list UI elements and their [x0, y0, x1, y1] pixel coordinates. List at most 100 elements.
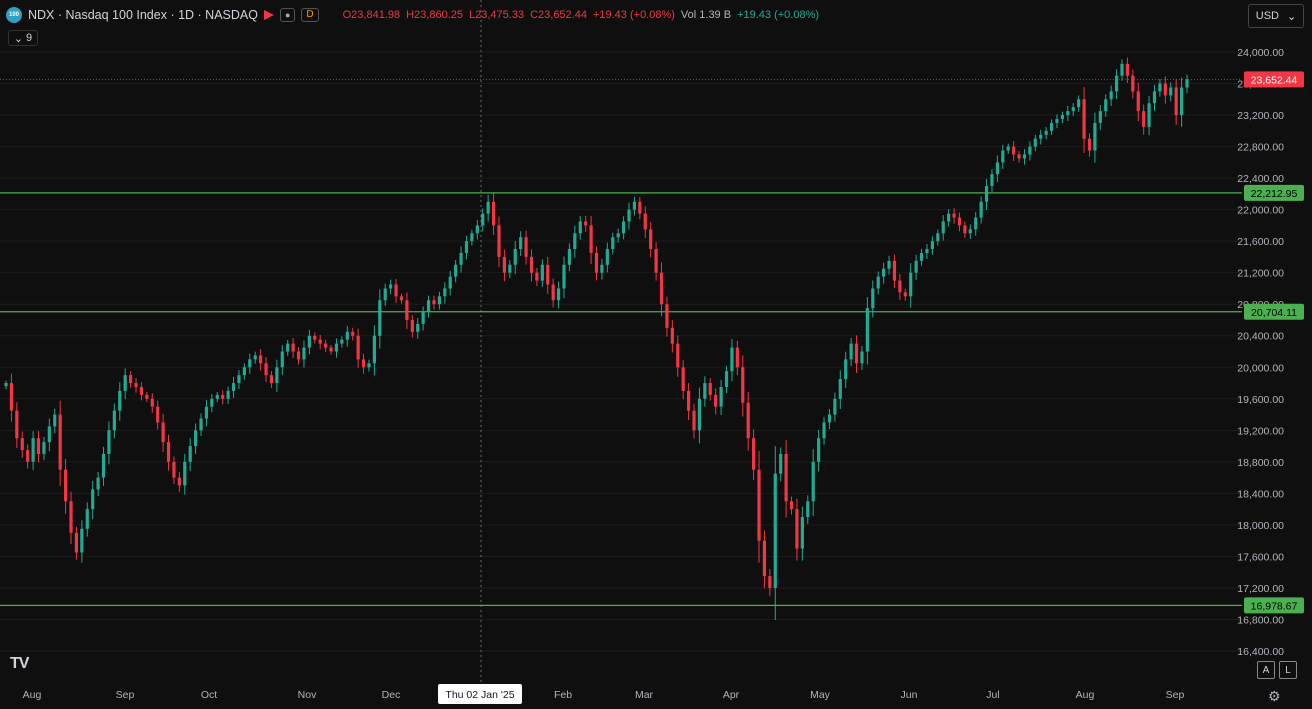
- price-axis[interactable]: 24,000.0023,600.0023,200.0022,800.0022,4…: [1237, 47, 1284, 658]
- candle-body: [795, 509, 799, 549]
- candle-body: [833, 398, 837, 415]
- y-tick-label: 21,600.00: [1237, 236, 1284, 248]
- candle-body: [1071, 107, 1075, 112]
- x-tick-label: Dec: [382, 689, 401, 701]
- x-tick-label: Jul: [986, 689, 999, 701]
- candle-body: [416, 323, 420, 332]
- candle-body: [107, 430, 111, 454]
- candle-body: [253, 355, 257, 360]
- log-scale-button[interactable]: L: [1279, 661, 1297, 679]
- x-tick-label: Apr: [723, 689, 740, 701]
- horizontal-levels: [0, 192, 1242, 607]
- candle-body: [768, 576, 772, 588]
- candle-body: [231, 383, 236, 391]
- candle-body: [979, 201, 983, 218]
- candle-body: [204, 406, 209, 419]
- candle-body: [849, 343, 853, 360]
- candle-body: [1066, 111, 1070, 116]
- candle-body: [340, 339, 344, 344]
- candle-body: [296, 351, 301, 360]
- candle-body: [372, 335, 376, 364]
- candle-body: [762, 540, 767, 577]
- candle-body: [984, 185, 989, 202]
- auto-scale-button[interactable]: A: [1257, 661, 1275, 679]
- candle-body: [188, 446, 192, 462]
- candle-body: [361, 359, 366, 368]
- candle-body: [1060, 115, 1064, 119]
- gear-icon[interactable]: ⚙: [1268, 688, 1281, 704]
- candle-body: [161, 422, 165, 443]
- candle-body: [822, 422, 826, 439]
- candle-body: [405, 300, 409, 320]
- candle-body: [584, 221, 588, 226]
- candle-body: [1125, 63, 1130, 76]
- candle-body: [53, 414, 57, 427]
- x-tick-label: Sep: [1166, 689, 1185, 701]
- candle-body: [1147, 103, 1151, 127]
- y-tick-label: 22,800.00: [1237, 142, 1284, 154]
- candle-body: [470, 233, 474, 242]
- candle-body: [1093, 122, 1097, 151]
- indicators-toggle[interactable]: ⌄ 9: [8, 30, 38, 46]
- ndx-logo-icon: 100: [6, 7, 22, 23]
- candle-body: [4, 383, 8, 387]
- candle-body: [329, 347, 333, 352]
- price-axis-labels: 22,212.95 20,704.11 16,978.67 23,652.44: [1244, 71, 1304, 614]
- candle-body: [1152, 91, 1157, 104]
- candle-body: [129, 375, 133, 384]
- currency-button[interactable]: USD ⌄: [1248, 4, 1304, 28]
- candle-body: [654, 249, 658, 273]
- candle-body: [58, 414, 62, 470]
- candle-body: [681, 367, 685, 391]
- candle-body: [275, 367, 279, 384]
- candle-body: [990, 174, 994, 186]
- candle-body: [367, 363, 371, 368]
- candle-body: [313, 335, 317, 340]
- candle-body: [632, 201, 637, 210]
- candle-body: [757, 469, 761, 541]
- candle-body: [724, 371, 729, 387]
- candle-body: [264, 363, 268, 376]
- candle-body: [854, 343, 859, 364]
- candle-body: [324, 343, 328, 348]
- candle-body: [963, 225, 967, 234]
- candle-body: [578, 221, 582, 234]
- candle-body: [1012, 146, 1016, 155]
- candle-body: [882, 268, 886, 277]
- candle-body: [1169, 87, 1173, 96]
- candle-body: [752, 438, 756, 470]
- candle-body: [269, 375, 274, 384]
- symbol-title[interactable]: NDX · Nasdaq 100 Index · 1D · NASDAQ: [28, 8, 258, 22]
- candle-body: [621, 221, 626, 234]
- candle-body: [735, 347, 739, 368]
- candle-body: [383, 288, 387, 301]
- y-tick-label: 23,200.00: [1237, 110, 1284, 122]
- candle-body: [378, 300, 382, 336]
- candle-body: [9, 383, 14, 411]
- x-tick-label: Sep: [116, 689, 135, 701]
- candle-body: [930, 241, 934, 250]
- candle-body: [616, 233, 620, 238]
- candle-body: [31, 438, 35, 462]
- candle-body: [567, 249, 572, 265]
- candle-body: [508, 264, 512, 273]
- candle-body: [47, 426, 51, 443]
- volume-value: Vol 1.39 B: [680, 9, 732, 21]
- candle-body: [1142, 111, 1146, 127]
- candle-body: [101, 453, 106, 478]
- candle-body: [475, 225, 479, 234]
- candle-body: [1104, 99, 1108, 112]
- y-tick-label: 20,000.00: [1237, 362, 1284, 374]
- level-price-badge: [1244, 184, 1304, 201]
- tradingview-logo-icon[interactable]: TV: [10, 655, 29, 672]
- candle-body: [432, 300, 436, 305]
- candle-body: [838, 379, 842, 399]
- x-tick-label: Oct: [201, 689, 217, 701]
- y-tick-label: 20,400.00: [1237, 331, 1284, 343]
- flag-icon[interactable]: [263, 10, 274, 20]
- time-axis[interactable]: Aug Sep Oct Nov Dec Feb Mar Apr May Jun Jul Aug Sep T…: [23, 684, 1185, 704]
- crosshair-date-box: [438, 684, 522, 704]
- candle-body: [134, 383, 138, 387]
- x-tick-label: Mar: [635, 689, 654, 701]
